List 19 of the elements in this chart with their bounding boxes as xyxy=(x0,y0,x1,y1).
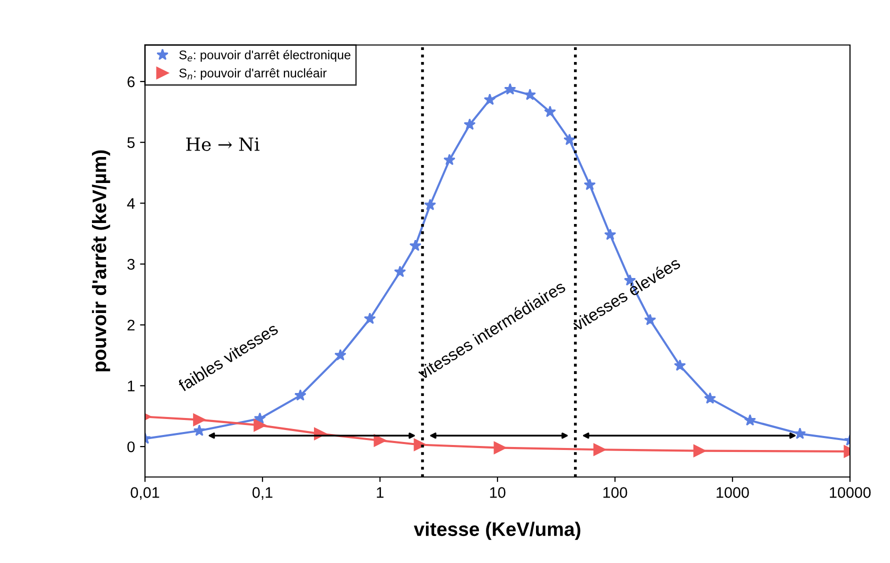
x-tick-label: 100 xyxy=(603,487,628,498)
annotation: He → Ni xyxy=(186,137,260,152)
x-tick-label: 0,01 xyxy=(130,487,160,500)
y-tick-label: 2 xyxy=(128,320,135,330)
y-tick-label: 1 xyxy=(128,380,135,392)
x-tick-label: 1000 xyxy=(716,487,749,498)
y-tick-label: 0 xyxy=(127,441,135,452)
y-tick-label: 3 xyxy=(127,258,135,270)
y-tick-label: 6 xyxy=(128,76,135,88)
x-axis-title: vitesse (KeV/uma) xyxy=(414,522,580,540)
x-tick-label: 10000 xyxy=(830,487,871,498)
y-axis-title: pouvoir d'arrêt (keV/µm) xyxy=(92,150,110,372)
x-tick-label: 10 xyxy=(490,487,506,498)
legend-label: S$_{n}$: pouvoir d'arrêt nucléair xyxy=(179,68,327,80)
y-tick-label: 5 xyxy=(127,137,135,148)
x-tick-label: 0,1 xyxy=(252,487,272,500)
y-tick-label: 4 xyxy=(127,198,135,209)
x-tick-label: 1 xyxy=(376,487,384,498)
legend-label: S$_{e}$: pouvoir d'arrêt électronique xyxy=(179,50,350,62)
